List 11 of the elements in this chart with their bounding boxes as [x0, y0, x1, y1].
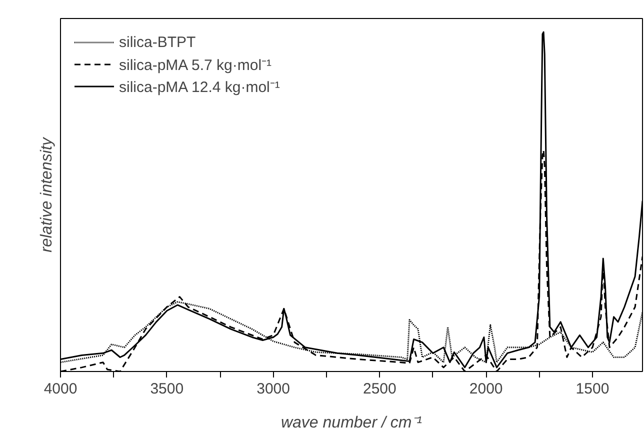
- x-tick-label: 2500: [363, 380, 396, 398]
- legend-label: silica-pMA 12.4 kg·mol⁻¹: [119, 78, 280, 96]
- legend-label: silica-pMA 5.7 kg·mol⁻¹: [119, 56, 272, 74]
- y-axis-title: relative intensity: [38, 136, 56, 252]
- legend-label: silica-BTPT: [119, 34, 196, 50]
- x-tick-label: 3000: [256, 380, 290, 398]
- x-tick-label: 4000: [44, 380, 78, 398]
- x-tick-label: 3500: [150, 380, 184, 398]
- x-tick-label: 1500: [576, 380, 610, 398]
- x-tick-label: 2000: [469, 380, 503, 398]
- x-axis-title: wave number / cm⁻¹: [280, 414, 422, 432]
